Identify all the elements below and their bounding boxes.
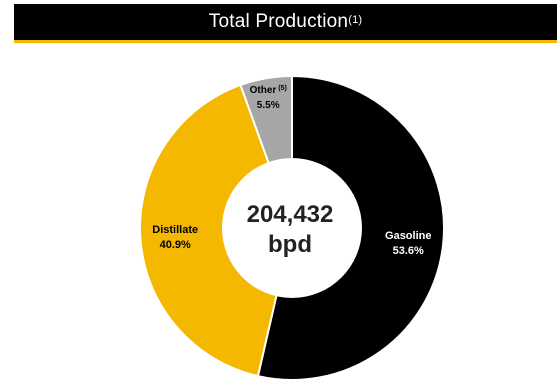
slice-value-gasoline: 53.6% — [393, 245, 424, 257]
slice-value-other: 5.5% — [257, 100, 280, 111]
slice-value-distillate: 40.9% — [160, 239, 191, 251]
donut-center-hole — [222, 158, 362, 298]
center-total-unit: bpd — [268, 231, 312, 258]
center-total-value: 204,432 — [247, 201, 334, 228]
slice-label-gasoline: Gasoline — [385, 230, 431, 242]
slice-label-distillate: Distillate — [152, 224, 198, 236]
